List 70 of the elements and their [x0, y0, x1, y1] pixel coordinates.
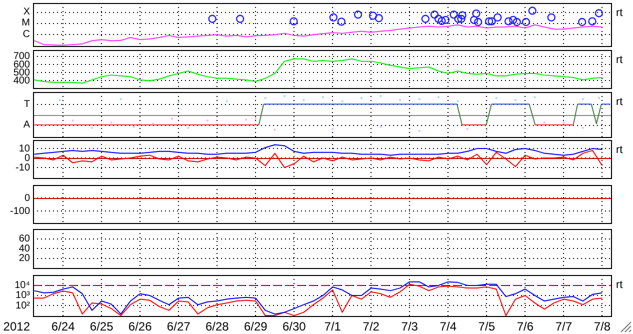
y-tick-label: 20	[18, 253, 30, 264]
y-tick-label: -10	[16, 162, 30, 174]
x-tick-label: 6/24	[51, 320, 76, 334]
point	[470, 16, 478, 24]
point	[547, 13, 556, 22]
x-tick-label: 6/26	[128, 320, 152, 334]
point	[374, 14, 383, 22]
x-tick-label: 6/27	[166, 320, 191, 334]
point	[454, 14, 462, 23]
point	[474, 18, 482, 26]
x-tick-label: 6/30	[282, 320, 306, 334]
point	[457, 14, 466, 23]
point	[512, 18, 521, 26]
point	[458, 11, 466, 20]
point	[594, 9, 604, 18]
point	[522, 18, 530, 26]
point	[354, 10, 362, 19]
point	[208, 14, 216, 23]
x-tick-label: 7/2	[362, 320, 380, 334]
text: C	[22, 29, 30, 40]
point	[528, 6, 536, 15]
point	[450, 10, 458, 19]
x-tick-label: 6/25	[90, 320, 114, 334]
x-tick-label: 6/29	[244, 320, 268, 334]
y-tick-label: 60	[18, 234, 30, 244]
y-tick-label: 10	[18, 143, 30, 154]
point	[368, 12, 378, 20]
point	[434, 14, 443, 23]
point	[438, 16, 446, 26]
x-axis-title: 2012	[3, 319, 30, 334]
text: X	[23, 6, 30, 18]
point	[588, 17, 596, 26]
point	[472, 9, 480, 18]
y-tick-label: 10³	[16, 290, 31, 302]
y-tick-label: 10²	[16, 300, 31, 312]
point	[494, 13, 502, 22]
point	[441, 16, 450, 24]
x-tick-label: 7/5	[478, 320, 496, 334]
text: rt	[616, 96, 623, 108]
text: rt	[616, 144, 623, 156]
point	[337, 18, 346, 26]
point	[329, 13, 338, 22]
y-tick-label: 400	[13, 75, 30, 86]
text: A	[23, 120, 30, 131]
point	[578, 18, 586, 26]
y-tick-label: 0	[24, 152, 30, 164]
x-tick-label: 7/8	[594, 320, 611, 334]
y-tick-label: 0	[24, 192, 30, 204]
x-tick-label: 6/28	[205, 320, 230, 334]
text: rt	[616, 279, 623, 292]
x-tick-label: 7/6	[516, 320, 534, 334]
x-tick-label: 7/1	[324, 320, 342, 334]
text: rt	[616, 7, 623, 20]
point	[421, 14, 430, 23]
point	[430, 10, 439, 19]
text: M	[22, 18, 30, 29]
point	[484, 17, 494, 26]
point	[236, 14, 244, 23]
y-tick-label: 40	[18, 243, 30, 254]
point	[504, 17, 513, 26]
y-tick-label: -100	[10, 206, 30, 217]
point	[488, 17, 496, 26]
x-tick-label: 7/7	[555, 320, 572, 334]
x-tick-label: 7/4	[440, 320, 457, 334]
y-tick-label: 10⁴	[14, 280, 30, 292]
x-tick-label: 7/3	[401, 320, 418, 334]
point	[290, 17, 298, 26]
text: T	[24, 98, 30, 110]
point	[509, 16, 518, 24]
text: rt	[616, 54, 623, 66]
